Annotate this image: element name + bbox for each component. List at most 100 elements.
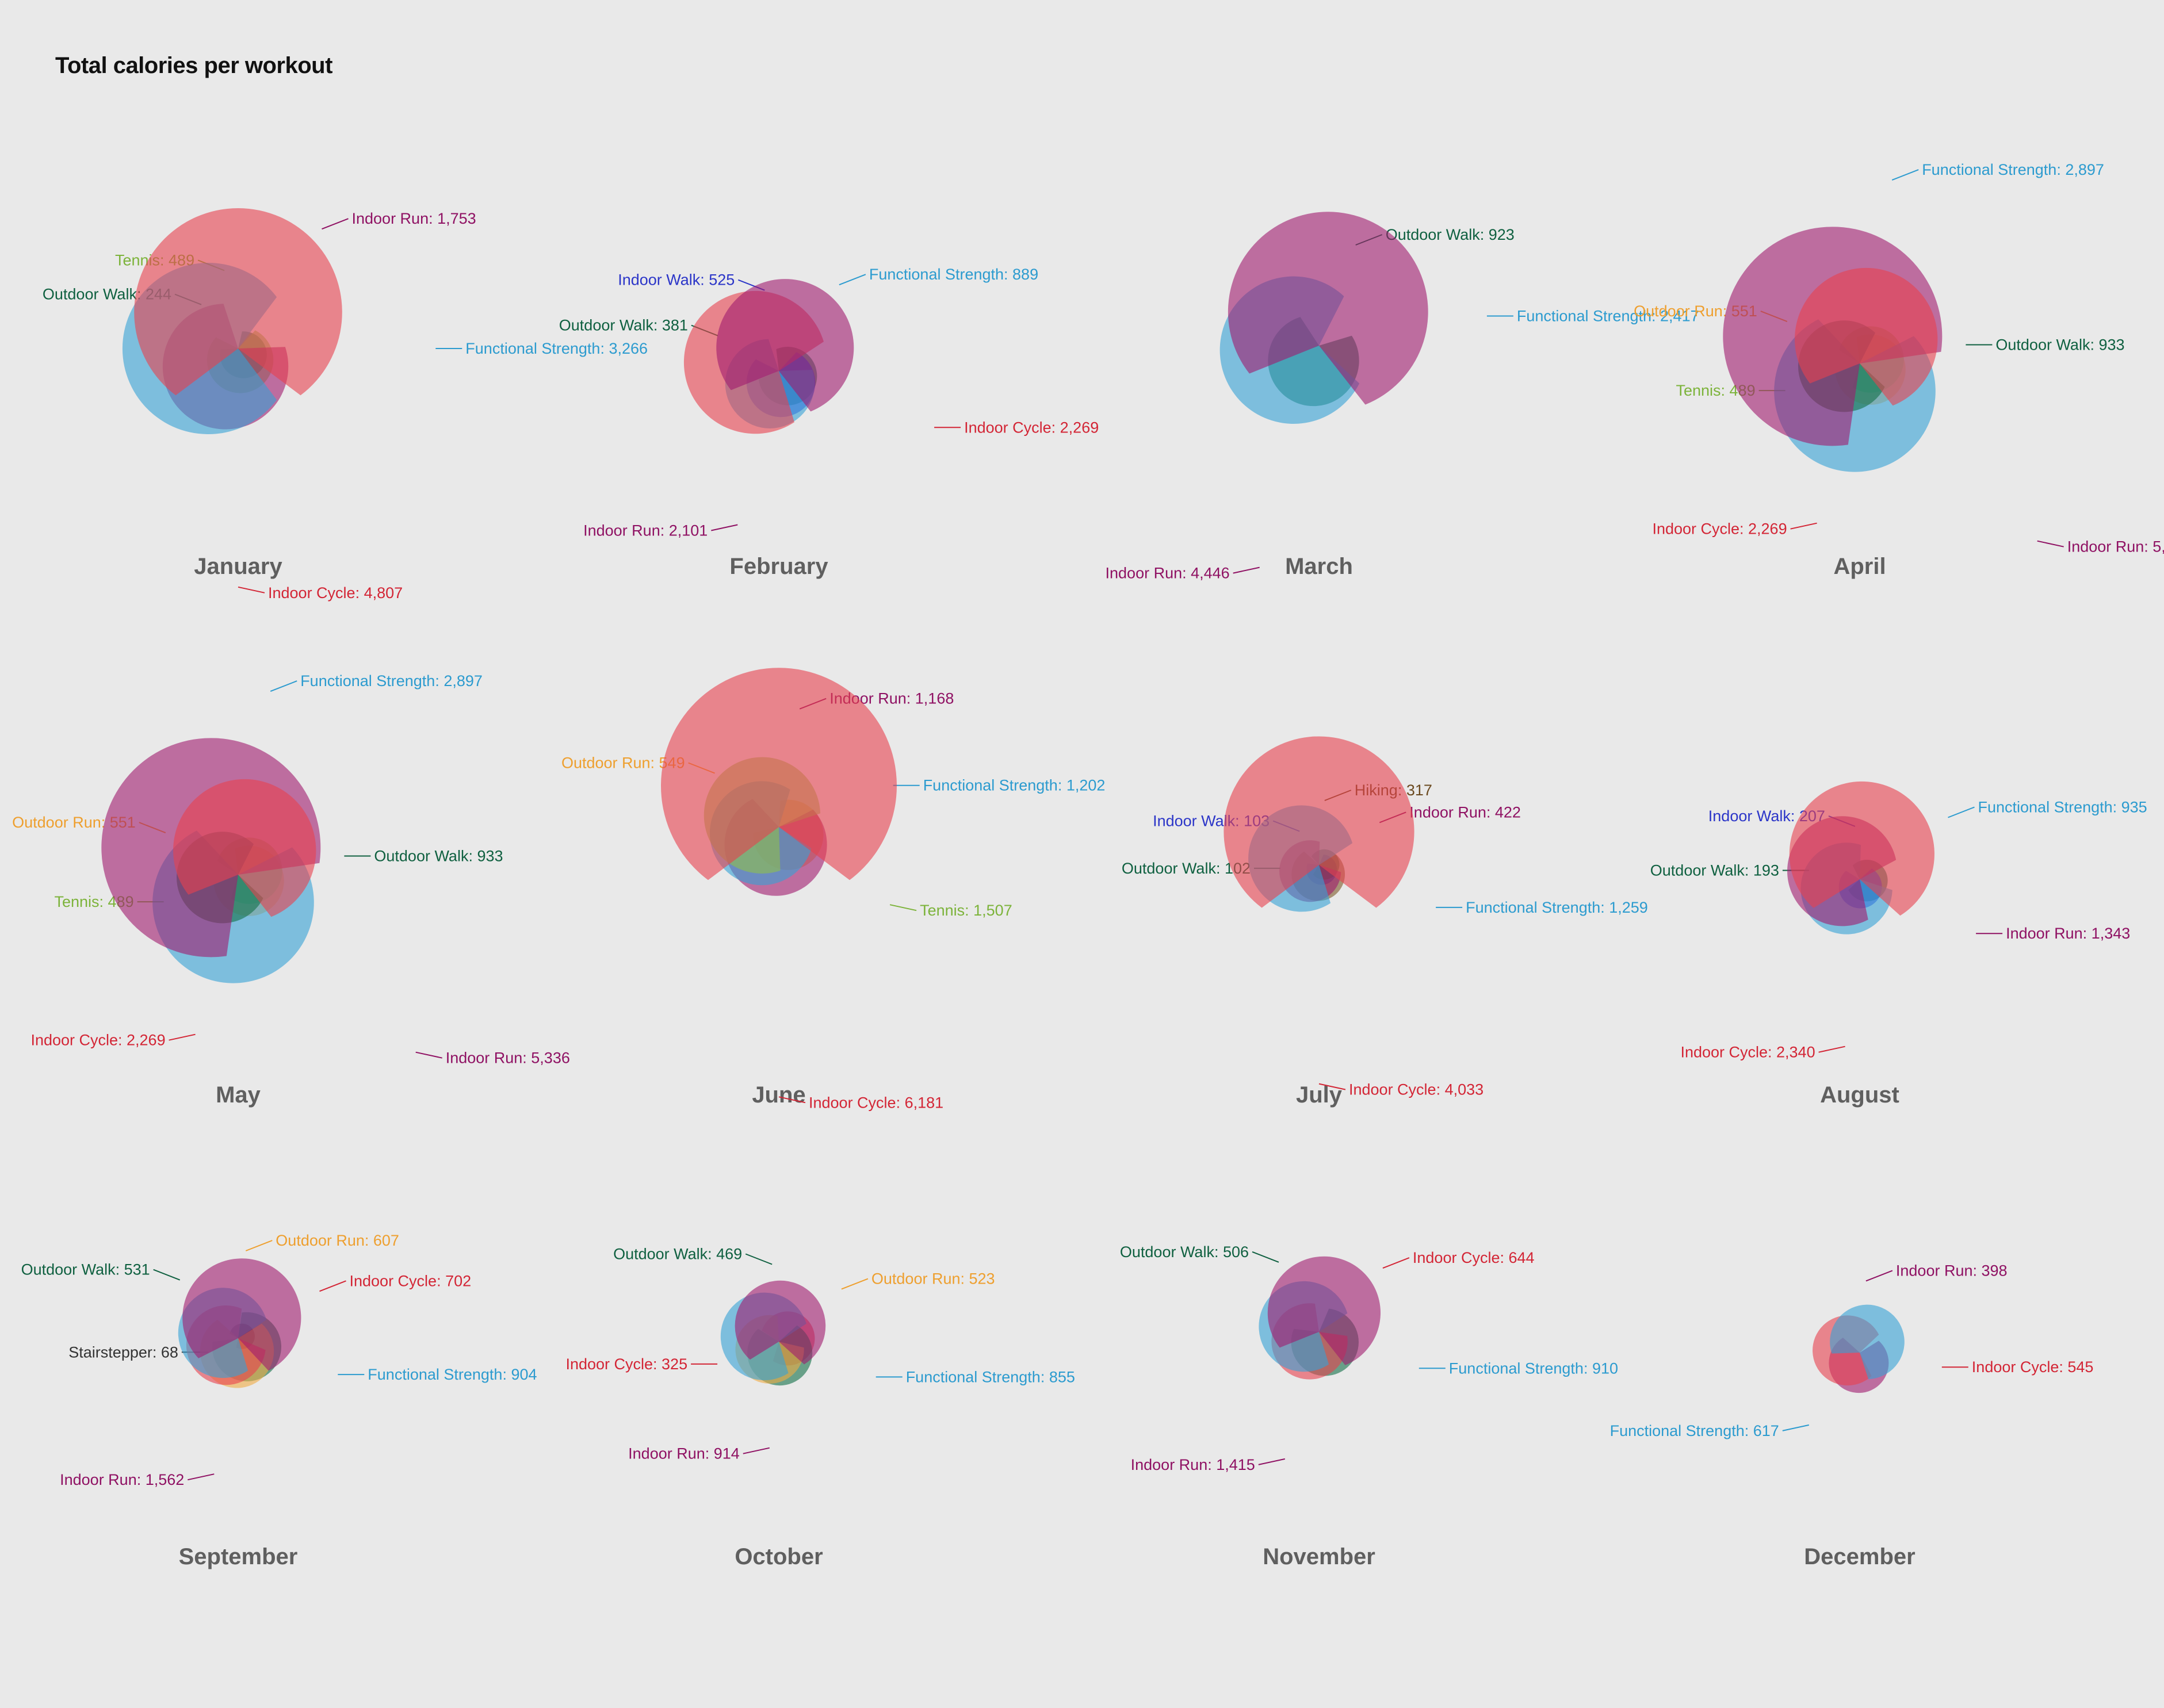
leader-line <box>839 274 866 286</box>
petal-indoor-cycle <box>173 779 316 917</box>
data-label: Indoor Run: 398 <box>1896 1262 2008 1279</box>
month-label: November <box>1263 1544 1375 1569</box>
data-label: Indoor Cycle: 2,340 <box>1680 1044 1815 1061</box>
leader-line <box>743 1447 770 1454</box>
petal-indoor-run <box>1228 212 1428 405</box>
month-label: September <box>179 1544 298 1569</box>
data-label: Functional Strength: 1,202 <box>923 777 1106 794</box>
data-label: Outdoor Walk: 923 <box>1386 226 1515 243</box>
month-label: February <box>729 554 828 579</box>
leader-line <box>322 218 349 230</box>
leader-line <box>1948 806 1975 818</box>
data-label: Outdoor Walk: 469 <box>613 1246 742 1263</box>
data-label: Outdoor Walk: 506 <box>1120 1243 1249 1261</box>
leader-line <box>153 1269 181 1281</box>
data-label: Indoor Cycle: 702 <box>350 1272 472 1289</box>
data-label: Functional Strength: 2,897 <box>1922 161 2104 178</box>
month-label: June <box>752 1082 805 1108</box>
leader-line <box>270 680 297 692</box>
data-label: Outdoor Walk: 531 <box>21 1261 150 1278</box>
leader-line <box>841 1278 869 1290</box>
leader-line <box>1782 1424 1810 1431</box>
month-panel-september: September Outdoor Walk: 531 Stairstepper: … <box>21 1232 537 1569</box>
leader-line <box>889 904 917 912</box>
data-label: Functional Strength: 2,417 <box>1517 308 1699 325</box>
data-label: Indoor Run: 5,336 <box>446 1050 570 1067</box>
leader-line <box>169 1033 196 1041</box>
data-label: Outdoor Walk: 933 <box>374 848 503 865</box>
data-label: Indoor Cycle: 545 <box>1972 1358 2094 1376</box>
data-label: Indoor Run: 1,562 <box>60 1471 184 1488</box>
month-label: December <box>1804 1544 1915 1569</box>
leader-line <box>778 1096 806 1104</box>
month-label: January <box>194 554 282 579</box>
leader-line <box>1865 1270 1893 1282</box>
leader-line <box>711 524 738 531</box>
data-label: Indoor Run: 5,336 <box>2067 538 2164 556</box>
data-label: Indoor Run: 1,343 <box>2006 925 2130 942</box>
petal-indoor-cycle <box>1224 736 1414 908</box>
data-label: Functional Strength: 617 <box>1610 1422 1779 1439</box>
data-label: Outdoor Walk: 193 <box>1650 862 1779 879</box>
data-label: Functional Strength: 1,259 <box>1466 899 1648 916</box>
data-label: Outdoor Walk: 933 <box>1995 336 2124 354</box>
data-label: Indoor Cycle: 4,033 <box>1349 1081 1484 1098</box>
data-label: Indoor Cycle: 644 <box>1413 1249 1535 1266</box>
data-label: Indoor Run: 2,101 <box>583 522 708 539</box>
data-label: Indoor Cycle: 4,807 <box>268 584 403 602</box>
data-label: Functional Strength: 3,266 <box>465 340 648 357</box>
leader-line <box>238 586 265 593</box>
data-label: Functional Strength: 2,897 <box>300 672 483 690</box>
data-label: Functional Strength: 904 <box>368 1366 537 1383</box>
data-label: Indoor Cycle: 6,181 <box>809 1094 943 1111</box>
data-label: Outdoor Walk: 381 <box>559 317 688 334</box>
data-label: Functional Strength: 910 <box>1449 1359 1618 1377</box>
leader-line <box>1233 566 1260 574</box>
data-label: Indoor Walk: 525 <box>618 271 735 289</box>
data-label: Indoor Run: 4,446 <box>1106 565 1230 582</box>
data-label: Stairstepper: 68 <box>68 1343 178 1361</box>
leader-line <box>1258 1458 1286 1465</box>
petal-indoor-run <box>735 1280 826 1365</box>
leader-line <box>245 1240 273 1251</box>
month-label: May <box>216 1082 261 1108</box>
leader-line <box>1891 169 1919 181</box>
month-label: August <box>1820 1082 1899 1108</box>
data-label: Indoor Run: 914 <box>628 1445 740 1462</box>
month-label: October <box>735 1544 823 1569</box>
data-label: Functional Strength: 935 <box>1978 799 2147 816</box>
leader-line <box>415 1051 442 1059</box>
data-label: Indoor Cycle: 2,269 <box>30 1032 165 1049</box>
petal-indoor-run <box>716 279 854 412</box>
month-panel-october: October Indoor Cycle: 325 Outdoor Walk: 46… <box>565 1246 1075 1570</box>
petal-indoor-run <box>182 1258 301 1371</box>
month-label: July <box>1296 1082 1343 1108</box>
data-label: Indoor Run: 422 <box>1409 803 1521 821</box>
petal-indoor-cycle <box>1789 781 1934 916</box>
data-label: Outdoor Run: 607 <box>276 1232 399 1249</box>
chart-title: Total calories per workout <box>55 53 332 78</box>
month-label: April <box>1833 554 1886 579</box>
leader-line <box>1252 1251 1279 1263</box>
month-panel-march: March Outdoor Walk: 923 Functional Strengt… <box>1106 212 1699 582</box>
data-label: Indoor Cycle: 2,269 <box>1652 520 1787 538</box>
petal-indoor-cycle <box>134 208 342 396</box>
data-label: Indoor Run: 1,753 <box>352 210 476 227</box>
petal-functional-strength <box>1830 1304 1905 1380</box>
data-label: Outdoor Run: 523 <box>871 1270 995 1288</box>
data-label: Indoor Cycle: 325 <box>565 1355 687 1373</box>
leader-line <box>1318 1083 1346 1090</box>
leader-line <box>1790 522 1817 530</box>
data-label: Tennis: 1,507 <box>920 902 1012 919</box>
leader-line <box>1818 1046 1845 1053</box>
leader-line <box>188 1473 215 1481</box>
leader-line <box>1382 1257 1410 1269</box>
leader-line <box>319 1280 346 1292</box>
